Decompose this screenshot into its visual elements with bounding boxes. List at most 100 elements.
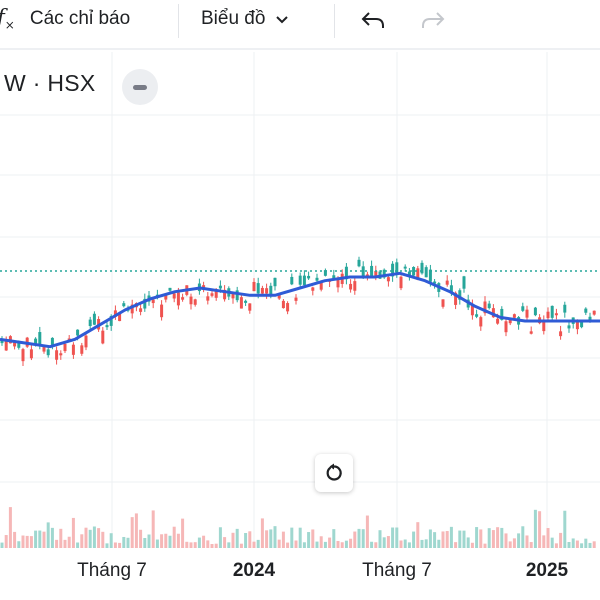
volume-bar: [491, 530, 495, 548]
candle-body: [160, 304, 164, 318]
candle-body: [546, 311, 550, 319]
volume-bar: [42, 531, 46, 548]
candle-body: [252, 281, 256, 292]
volume-bar: [17, 541, 21, 548]
volume-bar: [265, 530, 269, 548]
volume-bar: [143, 537, 147, 548]
candle-body: [407, 271, 411, 276]
volume-bar: [441, 531, 445, 548]
candle-body: [391, 263, 395, 277]
volume-bar: [378, 530, 382, 548]
volume-bar: [458, 530, 462, 548]
candle-body: [403, 266, 407, 269]
volume-bar: [63, 539, 67, 548]
candle-body: [512, 314, 516, 318]
volume-bar: [454, 542, 458, 548]
volume-bar: [55, 539, 59, 548]
volume-bar: [151, 510, 155, 548]
volume-bar: [554, 543, 558, 548]
chart-type-button[interactable]: Biểu đồ: [201, 0, 289, 40]
candle-body: [214, 290, 218, 298]
volume-bar: [403, 539, 407, 548]
candle-body: [500, 308, 504, 320]
volume-bar: [126, 537, 130, 548]
volume-bar: [428, 529, 432, 548]
volume-bar: [164, 533, 168, 548]
volume-bar: [588, 542, 592, 548]
volume-bar: [563, 510, 567, 548]
volume-bar: [466, 537, 470, 548]
candle-body: [277, 295, 281, 299]
volume-bar: [67, 536, 71, 548]
candle-body: [130, 304, 134, 314]
candle-body: [218, 285, 222, 289]
volume-bar: [340, 542, 344, 548]
candle-body: [181, 297, 185, 300]
volume-bar: [172, 526, 176, 548]
x-axis-label: 2025: [525, 560, 569, 581]
candle-body: [151, 299, 155, 304]
volume-bar: [223, 537, 227, 548]
candle-body: [412, 267, 416, 276]
candle-body: [441, 299, 445, 307]
volume-bar: [231, 532, 235, 548]
volume-bar: [580, 543, 584, 548]
undo-icon: [360, 9, 386, 31]
volume-bar: [50, 527, 54, 548]
redo-icon: [420, 9, 446, 31]
candle-body: [286, 303, 290, 312]
candle-body: [298, 275, 302, 285]
candle-body: [332, 275, 336, 279]
volume-bar: [155, 539, 159, 548]
candle-body: [521, 306, 525, 311]
redo-button[interactable]: [420, 0, 446, 40]
candle-body: [483, 301, 487, 314]
volume-bar: [294, 540, 298, 548]
toolbar-separator: [178, 4, 179, 38]
volume-bar: [529, 542, 533, 548]
undo-button[interactable]: [360, 0, 386, 40]
candle-body: [76, 329, 80, 336]
volume-bar: [496, 527, 500, 548]
toolbar: ƒ× Các chỉ báo Biểu đồ: [0, 0, 600, 40]
volume-bar: [298, 527, 302, 548]
legend-collapse-button[interactable]: [122, 69, 158, 105]
volume-bar: [80, 534, 84, 548]
candle-body: [353, 281, 357, 291]
candle-body: [269, 285, 273, 297]
candle-body: [554, 313, 558, 316]
candle-body: [256, 283, 260, 294]
candle-body: [395, 262, 399, 274]
candle-body: [454, 292, 458, 305]
volume-bar: [487, 528, 491, 548]
candle-body: [294, 297, 298, 301]
candle-body: [542, 320, 546, 332]
volume-bar: [218, 527, 222, 548]
candle-body: [315, 277, 319, 281]
candle-body: [122, 303, 126, 307]
candle-body: [470, 304, 474, 316]
toolbar-divider: [0, 48, 600, 50]
volume-bar: [399, 540, 403, 548]
moving-average-line: [0, 271, 600, 349]
volume-bar: [92, 526, 96, 548]
volume-bar: [139, 529, 143, 548]
volume-bar: [395, 527, 399, 548]
indicators-button[interactable]: ƒ× Các chỉ báo: [0, 0, 130, 40]
candle-body: [46, 349, 50, 356]
indicators-label: Các chỉ báo: [29, 8, 131, 29]
candle-body: [67, 338, 71, 341]
candle-body: [525, 309, 529, 318]
volume-bar: [370, 541, 374, 548]
volume-bar: [357, 528, 361, 548]
volume-bar: [349, 538, 353, 548]
volume-bar: [584, 538, 588, 548]
reset-chart-button[interactable]: [315, 454, 353, 492]
volume-bar: [391, 527, 395, 548]
candle-body: [487, 303, 491, 309]
volume-bar: [227, 542, 231, 548]
volume-bar: [319, 536, 323, 548]
candle-body: [210, 293, 214, 296]
volume-bar: [575, 540, 579, 548]
